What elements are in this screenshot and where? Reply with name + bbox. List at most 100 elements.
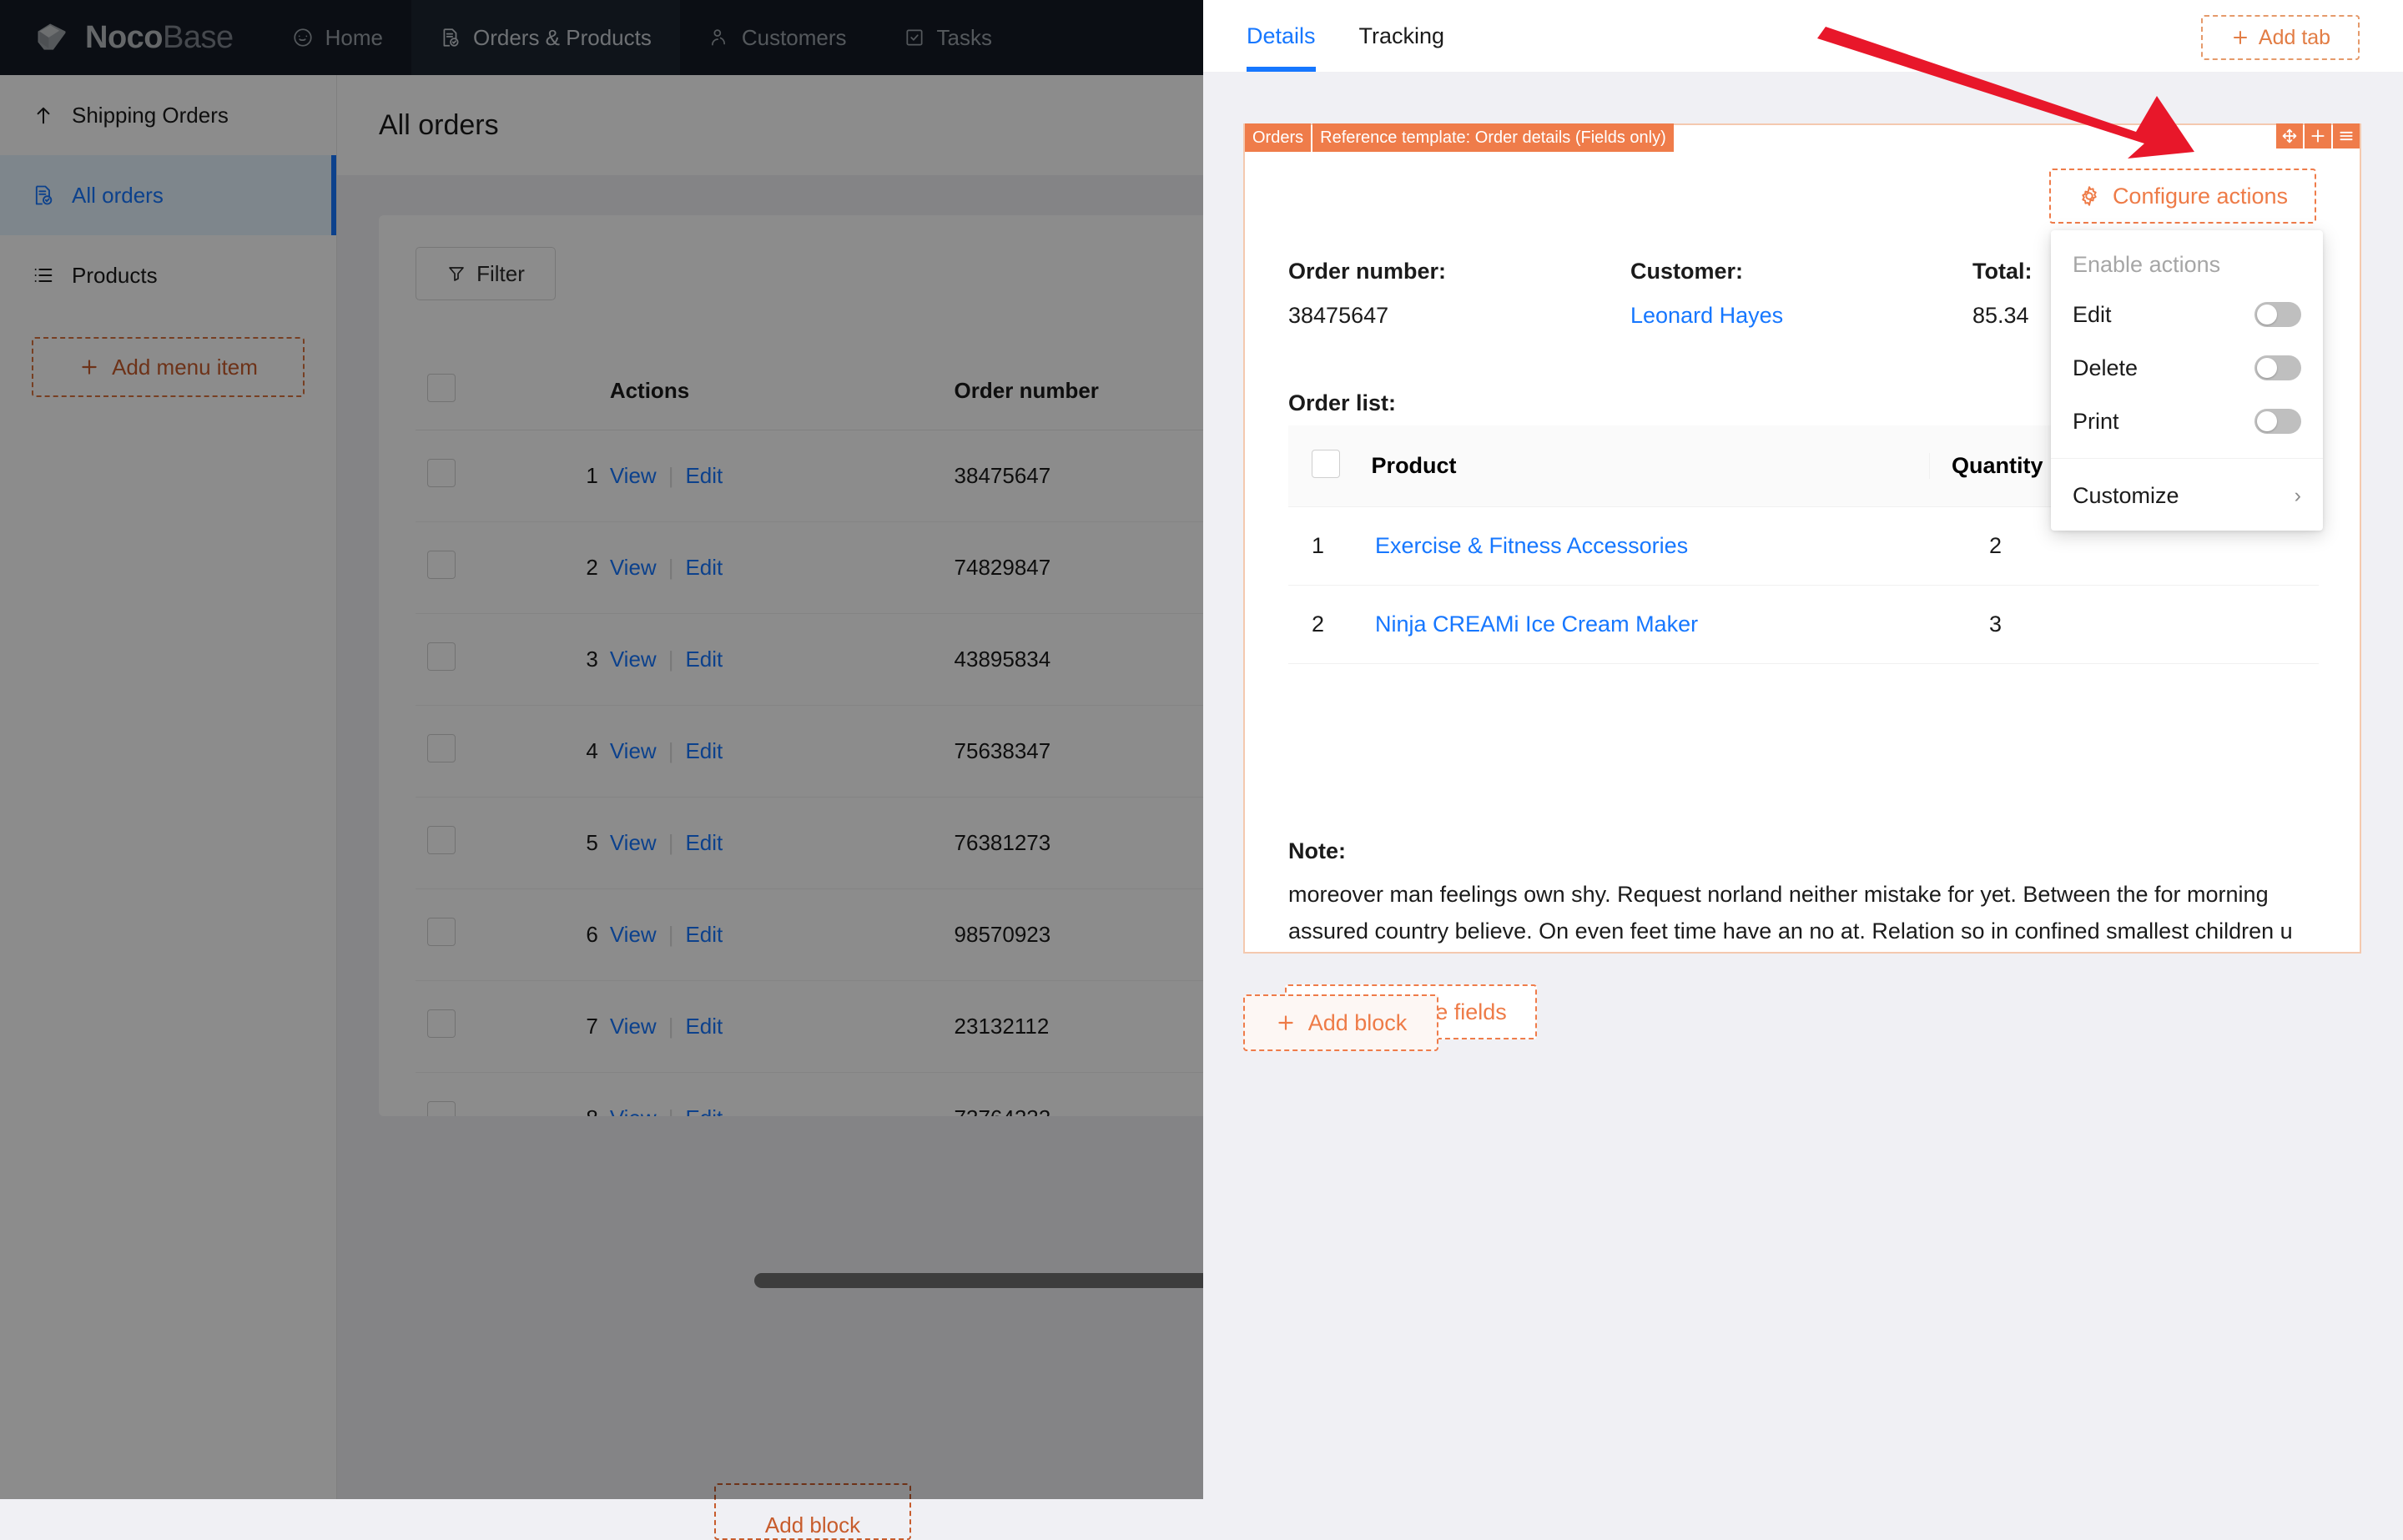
field-total-value: 85.34	[1972, 303, 2029, 328]
nav-item-customers[interactable]: Customers	[680, 0, 875, 75]
edit-link[interactable]: Edit	[685, 738, 723, 763]
field-order-number-label: Order number:	[1288, 259, 1447, 284]
view-link[interactable]: View	[609, 555, 657, 580]
edit-link[interactable]: Edit	[685, 1014, 723, 1039]
order-list-row-product[interactable]: Ninja CREAMi Ice Cream Maker	[1375, 611, 1699, 637]
edit-link[interactable]: Edit	[685, 830, 723, 855]
select-all-checkbox[interactable]	[427, 374, 456, 402]
row-checkbox[interactable]	[427, 551, 456, 579]
order-list-select-all-checkbox[interactable]	[1312, 450, 1340, 478]
view-link[interactable]: View	[609, 463, 657, 488]
add-block-button[interactable]: Add block	[1243, 994, 1438, 1051]
block-tag-group: Orders Reference template: Order details…	[1245, 123, 1674, 152]
delete-toggle[interactable]	[2254, 355, 2301, 380]
field-total: Total: 85.34	[1972, 259, 2315, 329]
order-list-product-header: Product	[1371, 453, 1457, 478]
action-separator: |	[668, 738, 674, 763]
order-fields-row: Order number: 38475647 Customer: Leonard…	[1288, 259, 2315, 329]
nav-item-home-label: Home	[325, 24, 383, 50]
edit-link[interactable]: Edit	[685, 1105, 723, 1116]
row-actions: View | Edit	[609, 1072, 955, 1116]
select-all-header	[416, 352, 587, 430]
add-block-icon-button[interactable]	[2305, 123, 2331, 148]
row-index: 5	[586, 797, 610, 889]
row-select-cell	[416, 888, 587, 981]
sidebar: Shipping Orders All orders Products Add …	[0, 75, 337, 1499]
menu-item-delete[interactable]: Delete	[2051, 341, 2323, 395]
row-index: 4	[586, 705, 610, 798]
action-separator: |	[668, 1014, 674, 1039]
view-link[interactable]: View	[609, 922, 657, 947]
view-link[interactable]: View	[609, 1014, 657, 1039]
row-select-cell	[416, 980, 587, 1073]
edit-link[interactable]: Edit	[685, 922, 723, 947]
print-toggle[interactable]	[2254, 409, 2301, 434]
order-list-row[interactable]: 1 Exercise & Fitness Accessories 2	[1288, 507, 2319, 586]
block-settings-menu-button[interactable]	[2333, 123, 2360, 148]
edit-link[interactable]: Edit	[685, 647, 723, 672]
sidebar-item-shipping-orders[interactable]: Shipping Orders	[0, 75, 336, 155]
filter-button[interactable]: Filter	[416, 247, 556, 300]
row-index: 2	[586, 521, 610, 614]
order-list-select-all-cell	[1312, 450, 1372, 482]
row-checkbox[interactable]	[427, 642, 456, 671]
block-tag-template: Reference template: Order details (Field…	[1312, 123, 1674, 152]
gear-icon	[2082, 186, 2097, 206]
row-checkbox[interactable]	[427, 459, 456, 487]
row-actions: View | Edit	[609, 705, 955, 798]
order-list-row-index: 1	[1312, 533, 1325, 558]
document-check-icon	[35, 185, 53, 205]
row-checkbox[interactable]	[427, 1101, 456, 1116]
menu-item-customize[interactable]: Customize ›	[2051, 469, 2323, 522]
details-drawer: Details Tracking Add tab Orders Referenc…	[1203, 0, 2403, 1499]
view-link[interactable]: View	[609, 738, 657, 763]
arrow-up-icon	[37, 107, 50, 124]
nav-item-tasks-label: Tasks	[936, 24, 993, 50]
row-select-cell	[416, 613, 587, 706]
sidebar-item-shipping-orders-label: Shipping Orders	[72, 102, 229, 128]
menu-item-print[interactable]: Print	[2051, 395, 2323, 448]
plus-icon	[82, 360, 97, 375]
row-checkbox[interactable]	[427, 734, 456, 762]
field-order-number: Order number: 38475647	[1288, 259, 1630, 329]
order-list-row-product[interactable]: Exercise & Fitness Accessories	[1375, 533, 1689, 558]
edit-toggle[interactable]	[2254, 302, 2301, 327]
brand-primary: Noco	[85, 20, 164, 55]
sidebar-item-all-orders[interactable]: All orders	[0, 155, 336, 235]
field-customer-value[interactable]: Leonard Hayes	[1630, 303, 1784, 328]
row-checkbox[interactable]	[427, 826, 456, 854]
menu-item-edit[interactable]: Edit	[2051, 288, 2323, 341]
add-menu-item-button[interactable]: Add menu item	[32, 337, 305, 397]
add-block-bottom-label: Add block	[764, 1512, 861, 1537]
row-actions: View | Edit	[609, 613, 955, 706]
brand-logo-area[interactable]: NocoBase	[0, 0, 264, 75]
view-link[interactable]: View	[610, 1105, 657, 1116]
nav-item-tasks[interactable]: Tasks	[875, 0, 1020, 75]
nav-item-home[interactable]: Home	[264, 0, 411, 75]
order-list-row-index: 2	[1312, 611, 1325, 637]
add-block-label: Add block	[1307, 1009, 1408, 1035]
menu-item-print-label: Print	[2073, 408, 2119, 434]
order-list-row-quantity: 3	[1989, 611, 2002, 637]
add-tab-button[interactable]: Add tab	[2201, 15, 2360, 60]
tab-details[interactable]: Details	[1247, 0, 1316, 72]
list-icon	[34, 269, 53, 282]
menu-item-edit-label: Edit	[2073, 301, 2112, 327]
drag-move-handle[interactable]	[2276, 123, 2303, 148]
view-link[interactable]: View	[609, 830, 657, 855]
edit-link[interactable]: Edit	[685, 463, 723, 488]
sidebar-item-products[interactable]: Products	[0, 235, 336, 315]
row-checkbox[interactable]	[427, 918, 456, 946]
plus-icon	[2233, 31, 2247, 44]
drawer-dim-mask[interactable]	[0, 0, 1203, 1499]
edit-link[interactable]: Edit	[685, 555, 723, 580]
hamburger-menu-icon	[2340, 131, 2353, 141]
view-link[interactable]: View	[609, 647, 657, 672]
order-list-row[interactable]: 2 Ninja CREAMi Ice Cream Maker 3	[1288, 586, 2319, 664]
row-checkbox[interactable]	[427, 1009, 456, 1038]
tab-tracking[interactable]: Tracking	[1359, 0, 1445, 72]
configure-actions-button[interactable]: Configure actions	[2049, 169, 2316, 224]
row-index: 1	[586, 430, 610, 522]
row-index: 7	[586, 980, 610, 1073]
nav-item-orders-products[interactable]: Orders & Products	[411, 0, 680, 75]
